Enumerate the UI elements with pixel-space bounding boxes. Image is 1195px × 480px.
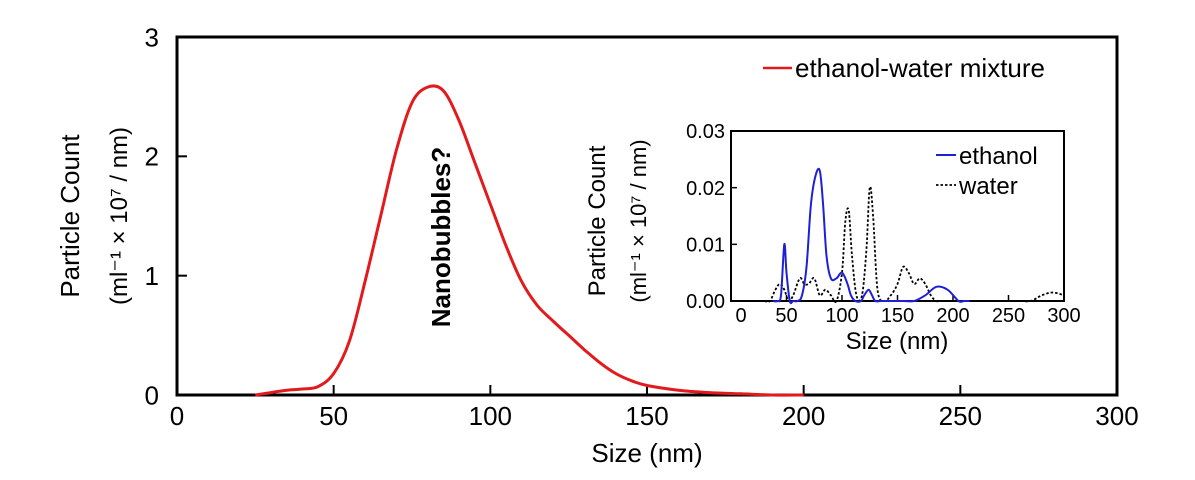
inset-chart: 0 50 100 150 200 250 300 0.00 0.01 0.02 0.03 Size…	[584, 121, 1081, 355]
series-line-ethanol	[773, 167, 970, 305]
main-y-axis-label-line2: (ml⁻¹ × 10⁷ / nm)	[106, 127, 133, 305]
inset-x-axis-ticks: 0 50 100 150 200 250 300	[730, 295, 1081, 327]
inset-y-tick-label-0: 0.00	[686, 291, 725, 313]
inset-x-tick-label-50: 50	[775, 305, 797, 327]
main-y-axis-ticks: 0 1 2 3	[145, 22, 187, 410]
legend-label-water: water	[958, 173, 1018, 200]
main-y-tick-label-0: 0	[145, 380, 159, 410]
inset-y-tick-label-0.01: 0.01	[686, 235, 725, 257]
series-line-ethanol-water-mixture	[255, 84, 804, 397]
main-y-axis-label-line1: Particle Count	[55, 134, 85, 298]
inset-legend: ethanol water	[936, 143, 1038, 200]
main-x-tick-label-150: 150	[625, 401, 668, 431]
inset-x-tick-label-250: 250	[992, 305, 1025, 327]
inset-x-tick-label-100: 100	[825, 305, 858, 327]
inset-y-tick-label-0.02: 0.02	[686, 178, 725, 200]
main-x-axis-ticks: 0 50 100 150 200 250 300	[170, 385, 1139, 431]
inset-y-axis-label-line2: (ml⁻¹ × 10⁷ / nm)	[626, 139, 651, 302]
main-x-tick-label-200: 200	[782, 401, 825, 431]
legend-label-ethanol: ethanol	[959, 143, 1038, 170]
inset-y-axis-ticks: 0.00 0.01 0.02 0.03	[686, 121, 737, 313]
main-x-axis-label: Size (nm)	[591, 438, 702, 468]
main-x-tick-label-100: 100	[469, 401, 512, 431]
inset-y-tick-label-0.03: 0.03	[686, 121, 725, 143]
main-x-tick-label-300: 300	[1095, 401, 1138, 431]
inset-x-tick-label-0: 0	[735, 305, 746, 327]
inset-y-axis-label-line1: Particle Count	[584, 145, 611, 296]
inset-x-axis-label: Size (nm)	[846, 328, 949, 355]
annotation-nanobubbles: Nanobubbles?	[426, 147, 456, 328]
main-x-tick-label-250: 250	[939, 401, 982, 431]
main-y-tick-label-1: 1	[145, 261, 159, 291]
main-x-tick-label-50: 50	[319, 401, 348, 431]
inset-x-tick-label-200: 200	[936, 305, 969, 327]
main-legend: ethanol-water mixture	[763, 53, 1045, 83]
main-chart: 0 50 100 150 200 250 300 0 1 2 3 Size (nm) Partic…	[55, 22, 1139, 468]
main-y-tick-label-2: 2	[145, 142, 159, 172]
main-x-tick-label-0: 0	[170, 401, 184, 431]
inset-x-tick-label-150: 150	[881, 305, 914, 327]
main-y-tick-label-3: 3	[145, 22, 159, 52]
legend-label-ethanol-water-mixture: ethanol-water mixture	[795, 53, 1045, 83]
inset-x-tick-label-300: 300	[1047, 305, 1080, 327]
